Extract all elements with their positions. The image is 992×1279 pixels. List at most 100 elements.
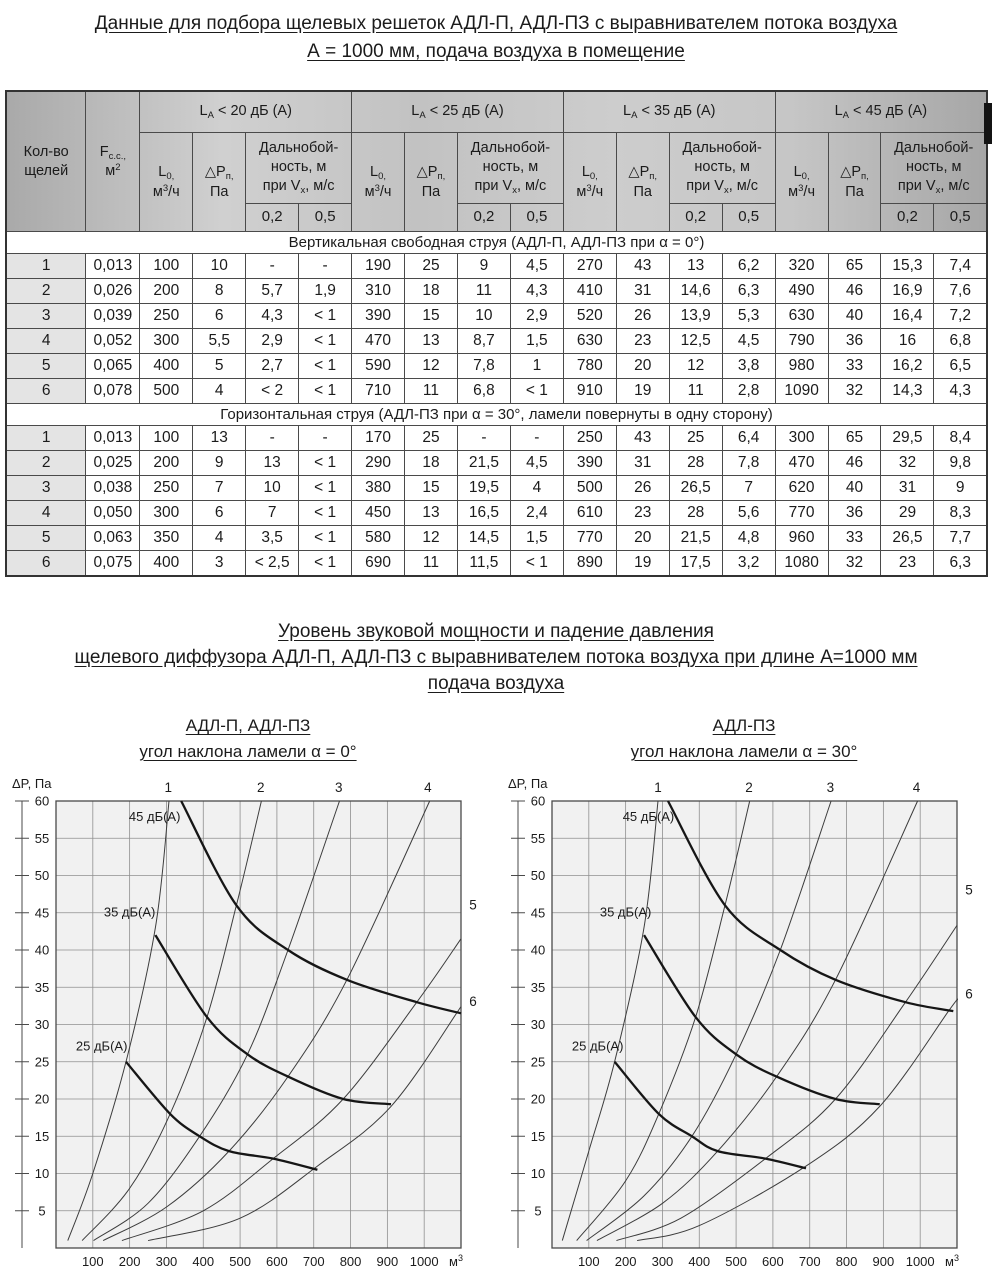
- row-count-cell: 6: [5, 378, 87, 404]
- row-count-cell: 5: [5, 353, 87, 379]
- table-row: 2 0,026 200 8 5,7 1,9 310 18 11 4,3 410 31 14,6 6,3 49…: [5, 278, 988, 304]
- slot-curve-label: 3: [827, 780, 835, 795]
- cell: < 2,5: [245, 550, 300, 577]
- cell: 960: [774, 525, 829, 551]
- cell: 0,039: [85, 303, 141, 329]
- x-tick-label: 200: [119, 1254, 141, 1269]
- cell: 790: [774, 328, 829, 354]
- cell: 18: [404, 450, 458, 476]
- cell: 500: [562, 475, 617, 501]
- cell: 8,4: [933, 425, 988, 451]
- y-tick-label: 45: [35, 905, 49, 920]
- cell: 15: [404, 475, 458, 501]
- cell: 2,8: [721, 378, 776, 404]
- cell: 5,3: [721, 303, 776, 329]
- col-header-range: Дальнобой-ность, м при Vх, м/с: [456, 132, 564, 204]
- cell: 11: [668, 378, 723, 404]
- cell: 46: [827, 450, 882, 476]
- slot-curve-label: 2: [257, 780, 265, 795]
- col-header-area: Fс.с., м2: [85, 90, 141, 232]
- cell: < 1: [298, 450, 353, 476]
- slot-curve-6: [147, 1006, 462, 1242]
- cell: 6: [192, 303, 247, 329]
- cell: 23: [615, 500, 670, 526]
- table-row: 6 0,075 400 3 < 2,5 < 1 690 11 11,5 < 1 890 19 17,5 3…: [5, 550, 988, 577]
- y-tick-label: 30: [35, 1017, 49, 1032]
- charts-title-line1: Уровень звуковой мощности и падение давл…: [278, 621, 714, 642]
- cell: < 1: [298, 378, 353, 404]
- x-tick-label: 100: [82, 1254, 104, 1269]
- cell: < 1: [298, 303, 353, 329]
- cell: 7,6: [933, 278, 988, 304]
- col-header-vx-0,2: 0,2: [456, 203, 511, 232]
- cell: 7: [721, 475, 776, 501]
- row-count-cell: 3: [5, 475, 87, 501]
- x-tick-label: 700: [303, 1254, 325, 1269]
- y-tick-label: 10: [35, 1166, 49, 1181]
- x-tick-label: 100: [578, 1254, 600, 1269]
- cell: -: [245, 253, 300, 279]
- cell: 46: [827, 278, 882, 304]
- slot-curve-label: 4: [913, 780, 921, 795]
- y-tick-label: 25: [35, 1054, 49, 1069]
- y-tick-label: 50: [531, 868, 545, 883]
- cell: 10: [456, 303, 511, 329]
- y-tick-label: 55: [35, 831, 49, 846]
- cell: 32: [827, 378, 882, 404]
- cell: 610: [562, 500, 617, 526]
- noise-curve-label: 45 дБ(А): [623, 809, 675, 824]
- x-tick-label: 900: [377, 1254, 399, 1269]
- cell: 400: [139, 353, 194, 379]
- slot-curve-label: 5: [469, 897, 477, 912]
- grid-lines: [552, 800, 957, 1248]
- col-header-flow: L0, м3/ч: [351, 132, 406, 232]
- cell: 28: [668, 450, 723, 476]
- cell: 0,026: [85, 278, 141, 304]
- header-row-speeds: 0,2 0,5 0,2 0,5 0,2 0,5 0,2 0,5: [6, 203, 988, 232]
- cell: -: [298, 253, 353, 279]
- cell: 14,6: [668, 278, 723, 304]
- charts-title-line3: подача воздуха: [427, 673, 565, 694]
- col-header-range: Дальнобой-ность, м при Vх, м/с: [880, 132, 988, 204]
- x-axis-unit: м3: [449, 1253, 463, 1269]
- cell: 16,2: [880, 353, 935, 379]
- chart1-title-line2: угол наклона ламели α = 30°: [630, 742, 858, 761]
- cell: 4,5: [509, 253, 564, 279]
- cell: 0,075: [85, 550, 141, 577]
- cell: 12: [404, 525, 458, 551]
- group-header-0: LA < 20 дБ (А): [139, 90, 353, 133]
- y-tick-label: 25: [531, 1054, 545, 1069]
- group-header-1: LA < 25 дБ (А): [351, 90, 564, 133]
- col-header-dp: △Pп, Па: [615, 132, 670, 232]
- y-axis-title: ΔP, Па: [508, 776, 548, 791]
- cell: 7,8: [456, 353, 511, 379]
- col-header-range: Дальнобой-ность, м при Vх, м/с: [668, 132, 776, 204]
- cell: 0,078: [85, 378, 141, 404]
- col-header-vx-0,5: 0,5: [721, 203, 776, 232]
- cell: 14,5: [456, 525, 511, 551]
- cell: 9: [192, 450, 247, 476]
- slot-curve-2: [81, 800, 262, 1241]
- cell: 26: [615, 475, 670, 501]
- noise-curve-label: 35 дБ(А): [600, 904, 652, 919]
- cell: 32: [827, 550, 882, 577]
- cell: 32: [880, 450, 935, 476]
- cell: < 1: [298, 328, 353, 354]
- cell: 6,2: [721, 253, 776, 279]
- table-row: 5 0,063 350 4 3,5 < 1 580 12 14,5 1,5 770 20 21,5 4,8…: [5, 525, 988, 551]
- cell: < 1: [298, 353, 353, 379]
- cell: 770: [774, 500, 829, 526]
- noise-curve: [666, 800, 954, 1013]
- slot-curve-label: 2: [745, 780, 753, 795]
- y-tick-label: 30: [531, 1017, 545, 1032]
- cell: 20: [615, 353, 670, 379]
- cell: 6: [192, 500, 247, 526]
- cell: 6,5: [933, 353, 988, 379]
- cell: 16,4: [880, 303, 935, 329]
- cell: 16: [880, 328, 935, 354]
- cell: 6,3: [721, 278, 776, 304]
- cell: 6,4: [721, 425, 776, 451]
- col-header-vx-0,2: 0,2: [245, 203, 300, 232]
- cell: -: [509, 425, 564, 451]
- x-tick-label: 300: [652, 1254, 674, 1269]
